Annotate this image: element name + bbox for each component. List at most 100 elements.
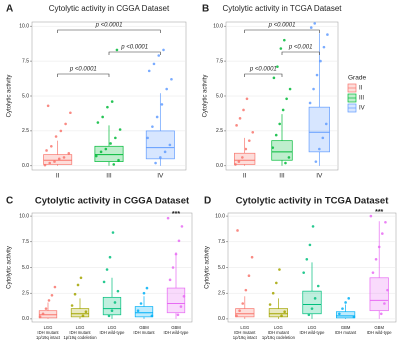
data-point — [278, 122, 281, 126]
x-tick-label: IDH wild-type — [300, 330, 326, 335]
y-tick-label: 2.5 — [22, 128, 29, 134]
panel-letter: C — [6, 196, 13, 207]
data-point — [115, 48, 119, 52]
y-tick-label: 5.0 — [22, 93, 29, 99]
data-point — [147, 69, 151, 73]
data-point — [347, 297, 351, 300]
data-point — [139, 302, 143, 305]
box — [102, 296, 122, 316]
data-point — [287, 156, 291, 159]
data-point — [44, 307, 48, 310]
x-tick-label: IDH wild-type — [100, 330, 126, 335]
data-point — [322, 45, 326, 49]
significance-bracket — [244, 73, 283, 77]
x-tick-label: III — [106, 173, 112, 180]
x-tick-label: LGG — [76, 325, 85, 330]
data-point — [371, 271, 375, 274]
data-point — [280, 314, 283, 318]
data-point — [313, 297, 317, 300]
data-point — [50, 293, 54, 297]
y-axis-label: Cytolytic activity — [203, 75, 209, 118]
data-point — [94, 154, 98, 158]
significance-label: p <0.0001 — [69, 67, 97, 73]
x-tick-label: IDH mutant — [37, 330, 59, 335]
data-point — [241, 156, 244, 159]
panel-title: Cytolytic activity in CGGA Dataset — [49, 4, 170, 13]
x-tick-label: IV — [157, 173, 164, 180]
data-point — [45, 149, 48, 152]
data-point — [114, 136, 117, 140]
data-point — [69, 111, 72, 115]
box — [308, 106, 330, 153]
data-point — [276, 65, 279, 68]
x-tick-label: IDH mutant — [268, 330, 290, 335]
x-tick-label: GBM — [374, 325, 384, 330]
box — [235, 308, 255, 318]
box — [134, 306, 154, 318]
data-point — [159, 156, 162, 159]
panel-letter: D — [204, 196, 211, 207]
data-point — [271, 291, 275, 295]
data-point — [309, 26, 313, 29]
panel-title: Cytolytic activity in TCGA Dataset — [223, 4, 343, 13]
data-point — [151, 125, 154, 129]
data-point — [154, 161, 157, 165]
data-point — [84, 310, 88, 314]
data-point — [145, 286, 149, 290]
data-point — [352, 315, 356, 319]
data-point — [70, 304, 74, 307]
data-point — [271, 146, 275, 149]
data-point — [244, 147, 248, 151]
x-tick-label: IDH wild-type — [367, 330, 393, 335]
data-point — [62, 156, 66, 159]
x-tick-label: LGG — [274, 325, 283, 330]
y-tick-label: 10.0 — [19, 213, 29, 219]
data-point — [142, 291, 146, 295]
data-point — [102, 280, 106, 284]
data-point — [234, 163, 237, 166]
annotation: *** — [375, 209, 383, 216]
box — [70, 308, 90, 318]
significance-label: p <0.0001 — [95, 23, 123, 29]
data-point — [236, 229, 239, 232]
data-point — [57, 157, 61, 161]
data-point — [53, 285, 57, 289]
data-point — [319, 59, 322, 63]
significance-label: p <0.001 — [288, 45, 313, 51]
data-point — [237, 160, 241, 163]
box — [43, 154, 73, 165]
x-tick-label: LGG — [240, 325, 249, 330]
y-tick-label: 7.5 — [218, 239, 225, 245]
significance-bracket — [108, 51, 161, 55]
data-point — [279, 47, 283, 50]
x-tick-label: 1p/19q intact — [36, 335, 61, 340]
box — [145, 130, 175, 160]
data-point — [54, 135, 58, 138]
data-point — [283, 310, 286, 314]
x-tick-label: II — [56, 173, 60, 180]
data-point — [176, 313, 180, 317]
data-point — [238, 117, 242, 120]
data-point — [166, 216, 170, 220]
y-tick-label: 10.0 — [19, 24, 29, 30]
x-tick-label: LGG — [108, 325, 117, 330]
data-point — [157, 54, 161, 57]
data-point — [174, 252, 178, 256]
significance-label: p <0.0001 — [120, 45, 148, 51]
data-point — [305, 257, 309, 261]
data-point — [47, 299, 51, 302]
data-point — [384, 220, 387, 224]
x-tick-label: IDH mutant — [133, 330, 155, 335]
data-point — [104, 147, 108, 151]
data-point — [344, 301, 347, 304]
box — [38, 310, 58, 319]
data-point — [116, 289, 120, 293]
y-tick-label: 2.5 — [218, 291, 225, 297]
annotation: *** — [172, 211, 180, 218]
x-tick-label: II — [243, 173, 247, 180]
data-point — [180, 225, 184, 228]
data-point — [302, 271, 305, 274]
legend-title: Grade — [348, 75, 366, 82]
data-point — [383, 302, 386, 305]
panel-title: Cytolytic activity in CGGA Dataset — [35, 196, 190, 207]
